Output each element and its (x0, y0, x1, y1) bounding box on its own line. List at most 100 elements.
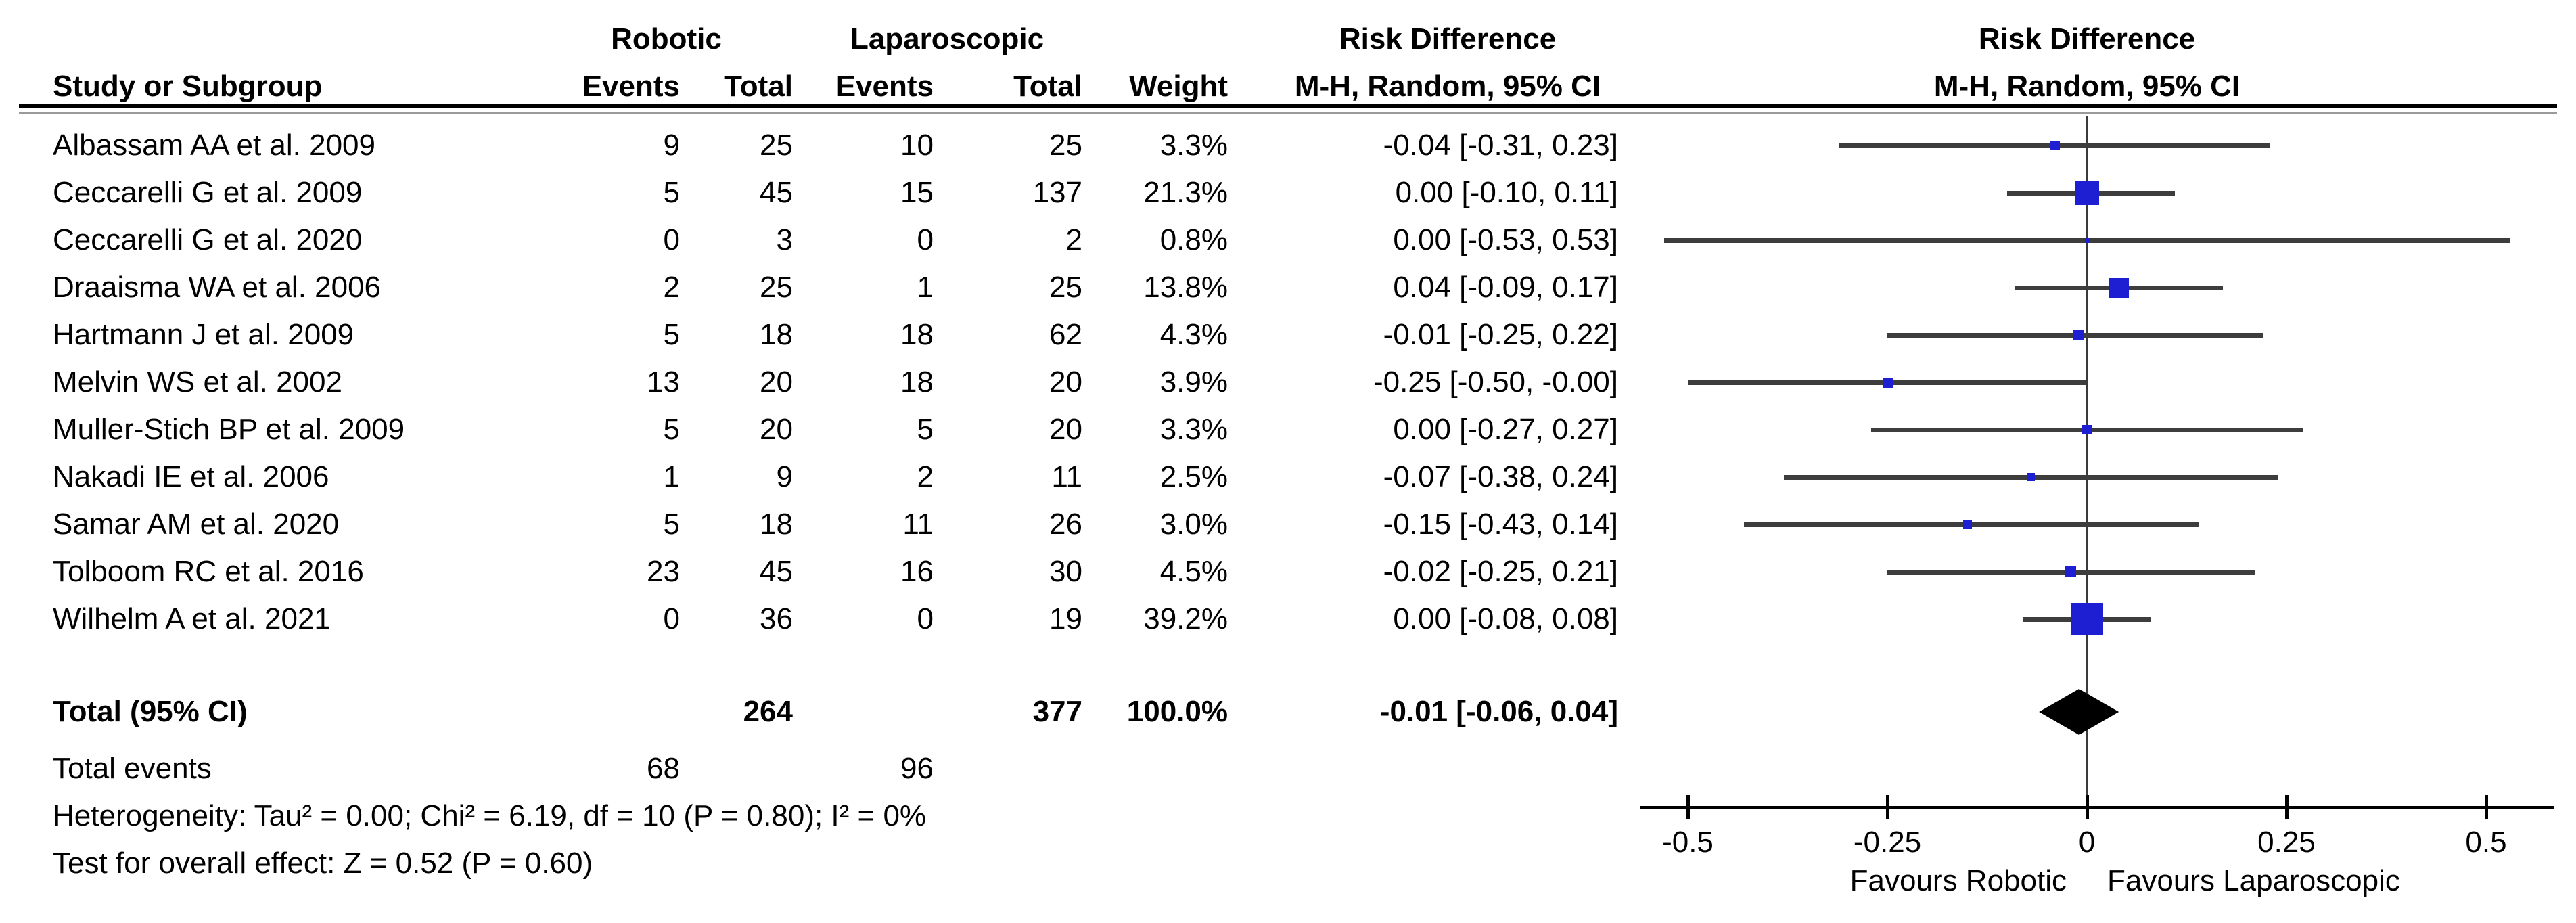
laparoscopic-total-value: 30 (1049, 554, 1082, 588)
zero-effect-line (2086, 116, 2088, 807)
effect-marker (2027, 473, 2036, 481)
robotic-total-value: 45 (760, 554, 793, 588)
laparoscopic-total-value: 20 (1049, 365, 1082, 399)
laparoscopic-total-value: 26 (1049, 507, 1082, 541)
study-name: Albassam AA et al. 2009 (53, 128, 375, 162)
ci-column-title: Risk Difference (1339, 22, 1557, 55)
axis-tick (1885, 795, 1889, 819)
axis-tick-label: 0 (2078, 825, 2096, 859)
laparoscopic-total-value: 11 (1051, 459, 1082, 493)
group-header-laparoscopic: Laparoscopic (850, 22, 1044, 55)
total-diamond (2039, 689, 2119, 735)
group-header-robotic: Robotic (611, 22, 722, 55)
axis-tick-label: -0.25 (1853, 825, 1922, 859)
laparoscopic-total-value: 25 (1049, 270, 1082, 304)
total-events-laparoscopic: 96 (900, 751, 934, 785)
laparoscopic-events-value: 11 (902, 507, 934, 541)
effect-marker (2071, 603, 2103, 635)
header-separator-line-shadow (19, 112, 2557, 114)
column-header-robotic-total: Total (724, 69, 793, 103)
axis-tick (2085, 795, 2089, 819)
weight-value: 39.2% (1143, 602, 1228, 635)
laparoscopic-events-value: 1 (917, 270, 934, 304)
laparoscopic-events-value: 0 (917, 602, 934, 635)
robotic-events-value: 0 (663, 602, 680, 635)
weight-value: 3.3% (1159, 412, 1228, 446)
laparoscopic-events-value: 10 (900, 128, 934, 162)
column-header-laparoscopic-total: Total (1013, 69, 1082, 103)
laparoscopic-events-value: 2 (917, 459, 934, 493)
study-name: Samar AM et al. 2020 (53, 507, 340, 541)
ci-text: -0.01 [-0.25, 0.22] (1383, 317, 1618, 351)
laparoscopic-events-value: 18 (900, 365, 934, 399)
study-name: Nakadi IE et al. 2006 (53, 459, 329, 493)
ci-text: 0.04 [-0.09, 0.17] (1393, 270, 1618, 304)
robotic-total-value: 36 (760, 602, 793, 635)
total-weight: 100.0% (1126, 694, 1228, 728)
axis-tick-label: 0.5 (2465, 825, 2507, 859)
laparoscopic-total-value: 137 (1032, 175, 1082, 209)
effect-marker (2082, 425, 2092, 434)
study-name: Hartmann J et al. 2009 (53, 317, 354, 351)
axis-tick (2284, 795, 2288, 819)
column-header-robotic-events: Events (582, 69, 680, 103)
laparoscopic-events-value: 16 (900, 554, 934, 588)
axis-tick-label: 0.25 (2257, 825, 2316, 859)
robotic-events-value: 0 (663, 223, 680, 256)
robotic-events-value: 1 (663, 459, 680, 493)
study-name: Muller-Stich BP et al. 2009 (53, 412, 405, 446)
effect-marker (2084, 238, 2090, 243)
axis-tick (2484, 795, 2488, 819)
robotic-total-value: 3 (776, 223, 793, 256)
robotic-events-value: 5 (663, 412, 680, 446)
ci-text: -0.15 [-0.43, 0.14] (1383, 507, 1618, 541)
weight-value: 4.5% (1159, 554, 1228, 588)
effect-marker (2065, 566, 2077, 577)
plot-title: Risk Difference (1978, 22, 2196, 55)
column-header-laparoscopic-events: Events (835, 69, 934, 103)
effect-marker (1882, 377, 1893, 388)
robotic-events-value: 5 (663, 317, 680, 351)
laparoscopic-events-value: 0 (917, 223, 934, 256)
effect-marker (2109, 277, 2129, 298)
study-name: Ceccarelli G et al. 2009 (53, 175, 363, 209)
weight-value: 2.5% (1159, 459, 1228, 493)
weight-value: 0.8% (1159, 223, 1228, 256)
study-name: Melvin WS et al. 2002 (53, 365, 342, 399)
robotic-events-value: 23 (647, 554, 680, 588)
heterogeneity-text: Heterogeneity: Tau² = 0.00; Chi² = 6.19,… (53, 798, 927, 832)
ci-text: -0.07 [-0.38, 0.24] (1383, 459, 1618, 493)
ci-text: 0.00 [-0.53, 0.53] (1393, 223, 1618, 256)
laparoscopic-events-value: 15 (900, 175, 934, 209)
weight-value: 21.3% (1143, 175, 1228, 209)
ci-text: 0.00 [-0.08, 0.08] (1393, 602, 1618, 635)
ci-column-subtitle: M-H, Random, 95% CI (1294, 69, 1601, 103)
laparoscopic-total-value: 25 (1049, 128, 1082, 162)
effect-marker (2050, 141, 2060, 150)
robotic-total-value: 45 (760, 175, 793, 209)
laparoscopic-total-value: 20 (1049, 412, 1082, 446)
weight-value: 13.8% (1143, 270, 1228, 304)
total-row-label: Total (95% CI) (53, 694, 248, 728)
study-name: Ceccarelli G et al. 2020 (53, 223, 363, 256)
study-name: Wilhelm A et al. 2021 (53, 602, 331, 635)
ci-text: -0.25 [-0.50, -0.00] (1373, 365, 1618, 399)
robotic-events-value: 5 (663, 507, 680, 541)
weight-value: 3.9% (1159, 365, 1228, 399)
robotic-total-value: 18 (760, 507, 793, 541)
study-name: Tolboom RC et al. 2016 (53, 554, 364, 588)
ci-text: 0.00 [-0.27, 0.27] (1393, 412, 1618, 446)
total-robotic-n: 264 (743, 694, 793, 728)
column-header-weight: Weight (1129, 69, 1228, 103)
favours-left-label: Favours Robotic (1849, 863, 2067, 897)
robotic-total-value: 25 (760, 270, 793, 304)
robotic-total-value: 20 (760, 365, 793, 399)
weight-value: 4.3% (1159, 317, 1228, 351)
effect-marker (1962, 520, 1972, 529)
robotic-total-value: 18 (760, 317, 793, 351)
robotic-total-value: 9 (776, 459, 793, 493)
laparoscopic-total-value: 19 (1049, 602, 1082, 635)
ci-text: -0.02 [-0.25, 0.21] (1383, 554, 1618, 588)
total-ci-text: -0.01 [-0.06, 0.04] (1379, 694, 1618, 728)
